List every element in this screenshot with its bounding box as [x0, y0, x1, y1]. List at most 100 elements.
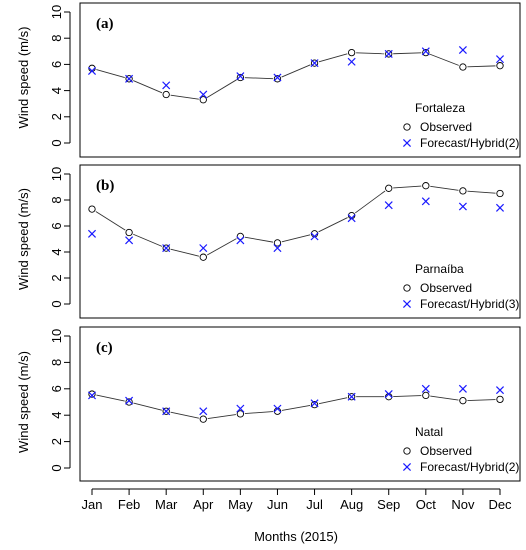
- y-tick-label: 4: [49, 412, 64, 419]
- forecast-point-stroke: [458, 45, 467, 55]
- y-tick-label: 8: [49, 35, 64, 42]
- y-tick-label: 2: [49, 113, 64, 120]
- observed-point: [347, 48, 356, 57]
- observed-point: [459, 187, 467, 195]
- observed-line-segment: [133, 80, 163, 94]
- panel-label: (c): [96, 340, 113, 356]
- legend-title: Natal: [415, 425, 443, 439]
- y-tick-label: 4: [49, 87, 64, 94]
- x-tick-label: Feb: [118, 497, 140, 512]
- observed-point: [496, 395, 504, 404]
- forecast-point-stroke: [347, 392, 356, 401]
- forecast-point: [199, 407, 208, 416]
- y-tick-label: 10: [49, 167, 64, 181]
- forecast-point-stroke: [125, 236, 134, 245]
- observed-point: [162, 90, 170, 99]
- observed-line-segment: [133, 402, 162, 411]
- y-tick-label: 10: [49, 329, 64, 343]
- y-tick-label: 8: [49, 359, 64, 366]
- observed-point: [88, 390, 96, 398]
- x-tick-label: Jan: [82, 497, 103, 512]
- forecast-point-stroke: [125, 74, 134, 83]
- y-axis-label: Wind speed (m/s): [16, 27, 31, 129]
- forecast-point-stroke: [162, 81, 171, 90]
- legend-title: Fortaleza: [415, 101, 465, 115]
- forecast-point: [199, 244, 208, 253]
- legend-forecast-marker-stroke: [402, 462, 412, 472]
- forecast-point: [458, 384, 467, 393]
- forecast-point: [199, 90, 208, 99]
- observed-line-segment: [393, 52, 422, 55]
- observed-point: [422, 48, 430, 57]
- observed-point: [385, 50, 393, 58]
- forecast-point-stroke: [347, 214, 356, 223]
- x-axis-label: Months (2015): [254, 529, 338, 544]
- observed-line-segment: [170, 248, 200, 257]
- observed-line-segment: [393, 185, 422, 189]
- x-tick-label: Nov: [451, 497, 475, 512]
- legend-observed-label: Observed: [420, 120, 472, 134]
- forecast-point-stroke: [421, 384, 430, 393]
- forecast-point-stroke: [458, 202, 467, 211]
- forecast-point: [273, 73, 282, 82]
- forecast-point-stroke: [347, 57, 356, 66]
- forecast-point: [87, 229, 97, 238]
- forecast-point-stroke: [236, 236, 245, 245]
- legend-forecast-marker: [402, 299, 412, 309]
- observed-line-segment: [207, 414, 236, 419]
- legend-observed-marker: [403, 284, 411, 292]
- forecast-point: [310, 399, 319, 408]
- observed-point: [422, 391, 430, 400]
- observed-line-segment: [354, 190, 386, 214]
- observed-point: [273, 75, 282, 83]
- panel-label: (a): [96, 16, 114, 32]
- forecast-point: [236, 404, 245, 413]
- observed-line-segment: [95, 211, 126, 231]
- observed-point: [459, 63, 467, 71]
- forecast-point-stroke: [87, 391, 97, 400]
- observed-line-segment: [206, 79, 237, 98]
- forecast-point: [87, 391, 97, 400]
- forecast-point: [384, 390, 393, 399]
- y-tick-label: 6: [49, 385, 64, 392]
- observed-line-segment: [133, 233, 163, 247]
- panel-c: 0 2 4 6 8 10 Wind speed (m/s) (c) Natal Observed F…: [16, 326, 521, 482]
- panel-b: 0 2 4 6 8 10 Wind speed (m/s) (b) Parnaíba Observ…: [16, 164, 521, 319]
- y-tick-label: 2: [49, 274, 64, 281]
- observed-point: [310, 59, 319, 67]
- observed-line-segment: [281, 234, 311, 243]
- observed-point: [459, 397, 467, 405]
- observed-point: [496, 62, 504, 70]
- legend-observed-marker: [403, 447, 411, 455]
- forecast-point-stroke: [162, 244, 171, 253]
- legend-forecast-marker: [402, 462, 412, 472]
- forecast-point-stroke: [495, 55, 505, 64]
- observed-line-segment: [356, 52, 385, 55]
- forecast-point-stroke: [273, 244, 282, 253]
- y-tick-label: 0: [49, 139, 64, 146]
- y-tick-label: 8: [49, 196, 64, 203]
- panel-label: (b): [96, 178, 114, 194]
- legend: Fortaleza Observed Forecast/Hybrid(2): [402, 101, 519, 150]
- observed-line-segment: [467, 190, 496, 194]
- observed-point: [385, 184, 393, 192]
- observed-point: [162, 407, 170, 415]
- observed-point: [125, 398, 133, 406]
- observed-line-segment: [96, 69, 125, 79]
- plot-frame: [79, 164, 521, 319]
- forecast-point: [421, 47, 430, 56]
- forecast-point-stroke: [421, 47, 430, 56]
- panel-a: 0 2 4 6 8 10 Wind speed (m/s) (a) Fortaleza Obser…: [16, 2, 521, 158]
- observed-point: [236, 73, 245, 82]
- forecast-point-stroke: [495, 203, 505, 212]
- y-tick-label: 2: [49, 438, 64, 445]
- forecast-point: [125, 236, 134, 245]
- observed-line-segment: [467, 399, 496, 401]
- x-tick-label: Sep: [377, 497, 400, 512]
- x-tick-label: May: [228, 497, 253, 512]
- legend-forecast-marker: [402, 138, 412, 148]
- forecast-point-stroke: [310, 59, 319, 68]
- forecast-point: [162, 244, 171, 253]
- observed-point: [162, 244, 170, 252]
- y-axis-label: Wind speed (m/s): [16, 351, 31, 453]
